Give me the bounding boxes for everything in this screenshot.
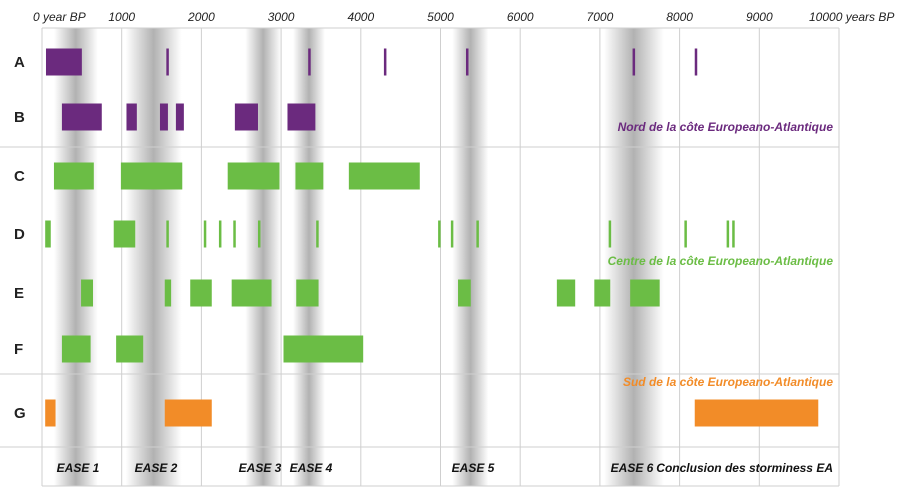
bar-row-g — [164, 399, 212, 427]
row-label-c: C — [14, 168, 25, 185]
bar-row-a — [383, 48, 387, 76]
x-tick-label: 0 year BP — [33, 10, 86, 24]
bar-row-e — [296, 279, 319, 307]
ease-label-6: EASE 6 — [611, 461, 654, 475]
row-labels: A B C D E F G — [14, 54, 26, 422]
bar-row-d — [608, 220, 612, 248]
x-tick-label: 1000 — [108, 10, 135, 24]
bar-row-d — [438, 220, 441, 248]
x-tick-label: 5000 — [427, 10, 454, 24]
bar-row-f — [283, 335, 364, 363]
bar-row-a — [466, 48, 469, 76]
bar-row-d — [45, 220, 51, 248]
ease-band-6 — [603, 28, 664, 486]
ease-band-4 — [293, 28, 325, 486]
bar-row-d — [113, 220, 136, 248]
x-tick-label: 8000 — [666, 10, 693, 24]
bar-row-b — [175, 103, 184, 131]
bar-row-d — [218, 220, 222, 248]
bar-row-c — [120, 162, 183, 190]
x-tick-label: 4000 — [347, 10, 374, 24]
data-bars — [45, 48, 819, 427]
bar-row-e — [594, 279, 611, 307]
bar-row-a — [694, 48, 698, 76]
grid-lines — [0, 27, 840, 487]
bar-row-d — [203, 220, 207, 248]
bar-row-e — [164, 279, 172, 307]
x-tick-label: 10000 years BP — [809, 10, 894, 24]
region-label: Sud de la côte Europeano-Atlantique — [623, 375, 833, 389]
bar-row-d — [732, 220, 735, 248]
x-tick-label: 3000 — [268, 10, 295, 24]
ease-label-2: EASE 2 — [135, 461, 178, 475]
bar-row-e — [458, 279, 471, 307]
bar-row-d — [476, 220, 479, 248]
ease-label-4: EASE 4 — [290, 461, 333, 475]
region-label: Nord de la côte Europeano-Atlantique — [618, 120, 834, 134]
bar-row-b — [287, 103, 316, 131]
bar-row-a — [632, 48, 636, 76]
row-label-a: A — [14, 54, 25, 71]
x-tick-label: 9000 — [746, 10, 773, 24]
bar-row-a — [308, 48, 311, 76]
bar-row-c — [53, 162, 94, 190]
bar-row-c — [295, 162, 324, 190]
ease-label-1: EASE 1 — [57, 461, 100, 475]
ease-band-3 — [245, 28, 282, 486]
bar-row-a — [166, 48, 169, 76]
bar-row-d — [684, 220, 687, 248]
bar-row-d — [257, 220, 261, 248]
bar-row-c — [227, 162, 280, 190]
region-label: Centre de la côte Europeano-Atlantique — [608, 254, 834, 268]
row-label-b: B — [14, 109, 25, 126]
x-tick-label: 6000 — [507, 10, 534, 24]
bar-row-d — [166, 220, 169, 248]
bar-row-g — [45, 399, 56, 427]
bar-row-a — [45, 48, 82, 76]
region-labels: Nord de la côte Europeano-Atlantique Cent… — [608, 120, 834, 389]
bar-row-b — [159, 103, 168, 131]
ease-bands — [53, 28, 664, 486]
x-tick-label: 2000 — [187, 10, 215, 24]
bar-row-e — [81, 279, 94, 307]
bar-row-d — [726, 220, 730, 248]
x-axis-ticks: 0 year BP 1000 2000 3000 4000 5000 6000 7000 800… — [33, 10, 894, 24]
ease-band-1 — [53, 28, 98, 486]
row-label-g: G — [14, 405, 26, 422]
ease-label-5: EASE 5 — [452, 461, 495, 475]
row-label-d: D — [14, 226, 25, 243]
x-tick-label: 7000 — [587, 10, 614, 24]
bar-row-d — [450, 220, 454, 248]
bar-row-e — [231, 279, 272, 307]
row-label-f: F — [14, 341, 23, 358]
ease-labels: EASE 1 EASE 2 EASE 3 EASE 4 EASE 5 EASE 6 Conc… — [57, 461, 833, 475]
bar-row-e — [556, 279, 576, 307]
bar-row-b — [61, 103, 102, 131]
bar-row-b — [126, 103, 137, 131]
ease-band-5 — [452, 28, 489, 486]
bar-row-b — [234, 103, 258, 131]
bar-row-f — [116, 335, 144, 363]
ease-label-3: EASE 3 — [239, 461, 282, 475]
bar-row-c — [348, 162, 420, 190]
bar-row-d — [233, 220, 236, 248]
row-label-e: E — [14, 285, 24, 302]
bar-row-e — [190, 279, 212, 307]
bar-row-e — [630, 279, 660, 307]
bar-row-g — [694, 399, 819, 427]
conclusion-label: Conclusion des storminess EA — [656, 461, 833, 475]
bar-row-f — [61, 335, 91, 363]
bar-row-d — [316, 220, 319, 248]
